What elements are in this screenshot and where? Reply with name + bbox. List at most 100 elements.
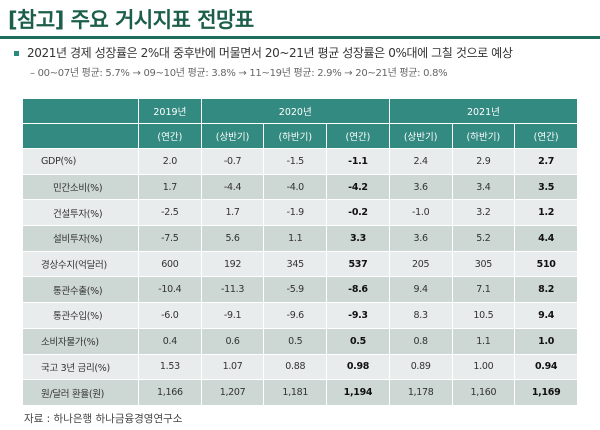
table-cell: 0.5: [263, 327, 328, 355]
row-label: 국고 3년 금리(%): [22, 353, 139, 381]
table-cell: 0.8: [388, 327, 453, 355]
table-cell: 3.3: [326, 225, 390, 252]
table-cell: -7.5: [138, 225, 202, 252]
table-cell: 1,178: [388, 379, 453, 406]
table-cell: 0.89: [388, 353, 453, 381]
table-cell: -10.4: [138, 276, 202, 304]
table-cell: 9.4: [388, 276, 453, 304]
period-header: (연간): [138, 123, 202, 149]
year-header: 2021년: [388, 98, 579, 124]
year-header-row: 2019년 2020년 2021년: [22, 98, 579, 124]
table-cell: -0.2: [326, 199, 390, 227]
table-cell: -4.0: [263, 173, 328, 201]
table-cell: 0.4: [138, 327, 202, 355]
period-header: (연간): [326, 123, 390, 149]
source-note: 자료 : 하나은행 하나금융경영연구소: [24, 413, 183, 425]
summary-bullet: 2021년 경제 성장률은 2%대 중후반에 머물면서 20~21년 평균 성장…: [14, 44, 513, 61]
table-cell: 1.7: [200, 199, 265, 227]
corner-cell: [22, 98, 139, 124]
table-cell: -8.6: [326, 276, 390, 304]
table-row: 민간소비(%) 1.7 -4.4 -4.0 -4.2 3.6 3.4 3.5: [22, 173, 578, 201]
table-cell: 2.9: [451, 148, 516, 175]
table-cell: 1.1: [451, 327, 516, 355]
period-header: (연간): [514, 123, 578, 149]
table-cell: 1.53: [138, 353, 202, 381]
table-cell: -9.3: [326, 302, 390, 329]
table-cell: 0.98: [326, 353, 390, 381]
table-cell: -5.9: [263, 276, 328, 304]
table-cell: 7.1: [451, 276, 516, 304]
table-row: 통관수입(%) -6.0 -9.1 -9.6 -9.3 8.3 10.5 9.4: [22, 302, 578, 329]
title-divider: [0, 36, 600, 39]
table-cell: 5.6: [200, 225, 265, 252]
summary-subtext: – 00~07년 평균: 5.7% → 09~10년 평균: 3.8% → 11…: [30, 68, 448, 79]
period-header: (상반기): [388, 123, 453, 149]
table-cell: 537: [326, 250, 390, 278]
table-row: 통관수출(%) -10.4 -11.3 -5.9 -8.6 9.4 7.1 8.2: [22, 276, 578, 304]
row-label: 건설투자(%): [22, 199, 139, 227]
table-cell: 3.5: [514, 173, 578, 201]
row-label: GDP(%): [22, 148, 139, 175]
period-header: (상반기): [200, 123, 265, 149]
table-cell: 0.88: [263, 353, 328, 381]
table-cell: -4.2: [326, 173, 390, 201]
row-label: 경상수지(억달러): [22, 250, 139, 278]
table-cell: 3.6: [388, 225, 453, 252]
table-cell: 3.2: [451, 199, 516, 227]
table-cell: -1.1: [326, 148, 390, 175]
table-cell: 1.00: [451, 353, 516, 381]
table-cell: -1.0: [388, 199, 453, 227]
table-cell: 1,207: [200, 379, 265, 406]
row-label: 소비자물가(%): [22, 327, 139, 355]
table-cell: 3.6: [388, 173, 453, 201]
table-row: 설비투자(%) -7.5 5.6 1.1 3.3 3.6 5.2 4.4: [22, 225, 578, 252]
table-row: GDP(%) 2.0 -0.7 -1.5 -1.1 2.4 2.9 2.7: [22, 148, 578, 175]
table-cell: -9.1: [200, 302, 265, 329]
table-cell: 305: [451, 250, 516, 278]
table-cell: -4.4: [200, 173, 265, 201]
table-cell: 5.2: [451, 225, 516, 252]
table-cell: 1.1: [263, 225, 328, 252]
table-cell: 1,169: [514, 379, 578, 406]
table-row: 원/달러 환율(원) 1,166 1,207 1,181 1,194 1,178 1,160…: [22, 379, 578, 406]
table-cell: 1.2: [514, 199, 578, 227]
table-cell: 2.7: [514, 148, 578, 175]
table-cell: 8.2: [514, 276, 578, 304]
table-cell: -1.9: [263, 199, 328, 227]
table-cell: 1,166: [138, 379, 202, 406]
table-cell: 510: [514, 250, 578, 278]
table-cell: 205: [388, 250, 453, 278]
row-label: 통관수입(%): [22, 302, 139, 329]
table-row: 소비자물가(%) 0.4 0.6 0.5 0.5 0.8 1.1 1.0: [22, 327, 578, 355]
table-cell: 4.4: [514, 225, 578, 252]
row-label: 설비투자(%): [22, 225, 139, 252]
bullet-square-icon: [14, 51, 19, 56]
table-cell: 600: [138, 250, 202, 278]
table-row: 국고 3년 금리(%) 1.53 1.07 0.88 0.98 0.89 1.00 0.94: [22, 353, 578, 381]
table-cell: 10.5: [451, 302, 516, 329]
table-cell: 3.4: [451, 173, 516, 201]
table-cell: 2.0: [138, 148, 202, 175]
table-cell: -0.7: [200, 148, 265, 175]
table-cell: 8.3: [388, 302, 453, 329]
year-header: 2019년: [138, 98, 202, 124]
row-label: 원/달러 환율(원): [22, 379, 139, 406]
table-cell: 1,194: [326, 379, 390, 406]
page-title: [참고] 주요 거시지표 전망표: [8, 8, 254, 32]
table-cell: 0.5: [326, 327, 390, 355]
table-cell: 1.0: [514, 327, 578, 355]
table-cell: -1.5: [263, 148, 328, 175]
table-row: 건설투자(%) -2.5 1.7 -1.9 -0.2 -1.0 3.2 1.2: [22, 199, 578, 227]
table-cell: 0.94: [514, 353, 578, 381]
row-label: 통관수출(%): [22, 276, 139, 304]
table-cell: 1,181: [263, 379, 328, 406]
period-header-row: (연간) (상반기) (하반기) (연간) (상반기) (하반기) (연간): [22, 123, 578, 149]
table-row: 경상수지(억달러) 600 192 345 537 205 305 510: [22, 250, 578, 278]
table-cell: 1.07: [200, 353, 265, 381]
period-header: (하반기): [263, 123, 328, 149]
table-cell: 345: [263, 250, 328, 278]
table-cell: 2.4: [388, 148, 453, 175]
table-cell: -9.6: [263, 302, 328, 329]
table-cell: 192: [200, 250, 265, 278]
table-cell: -2.5: [138, 199, 202, 227]
